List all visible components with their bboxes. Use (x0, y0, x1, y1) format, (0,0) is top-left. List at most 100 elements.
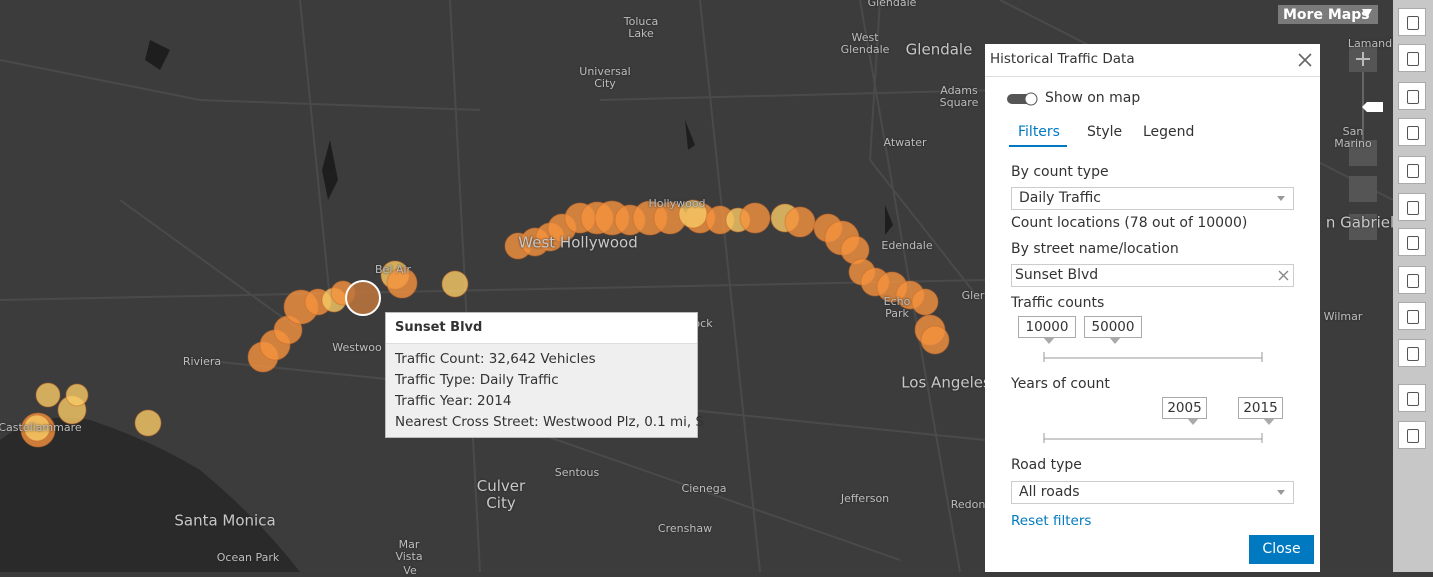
select-value: All roads (1019, 484, 1080, 500)
plus-icon (1356, 52, 1370, 66)
field-value: Westwood Plz, 0.1 mi, S (543, 414, 705, 430)
traffic-point[interactable] (911, 288, 939, 316)
map-label: Westwoo (332, 341, 382, 354)
count-type-select[interactable]: Daily Traffic (1011, 187, 1294, 210)
traffic-point[interactable] (739, 202, 771, 234)
map-label: Glendale (905, 40, 973, 59)
traffic-point[interactable] (23, 414, 51, 442)
reset-link[interactable]: Reset filters (1011, 513, 1092, 529)
zoom-out[interactable] (1349, 140, 1377, 166)
map-label: Universal City (579, 65, 631, 90)
map-label: Echo Park (883, 295, 911, 320)
map-label: Atwater (883, 136, 927, 149)
map-label: Santa Monica (174, 511, 276, 530)
field-value: 32,642 Vehicles (488, 351, 596, 367)
tool-button[interactable] (1398, 384, 1426, 412)
more-maps-label: More Maps (1283, 7, 1370, 23)
map-label: Cienega (681, 482, 727, 495)
traffic-point[interactable] (386, 267, 418, 299)
zoom-handle[interactable] (1362, 102, 1383, 112)
year-max-value: 2015 (1238, 397, 1283, 425)
popup-field: Traffic Year: 2014 (386, 391, 697, 412)
map-label: Gler (961, 289, 985, 302)
field-value: Daily Traffic (479, 372, 559, 388)
road-type-select[interactable]: All roads (1011, 481, 1294, 504)
map-label: Redon (950, 498, 986, 511)
street-input[interactable]: Sunset Blvd (1011, 264, 1294, 287)
tool-button[interactable] (1398, 82, 1426, 110)
popup-title: Sunset Blvd (386, 313, 697, 344)
map-label: Lamand (1347, 37, 1393, 50)
panel-title: Historical Traffic Data (990, 51, 1135, 67)
traffic-point[interactable] (134, 409, 162, 437)
home[interactable] (1349, 176, 1377, 202)
traffic-point[interactable] (784, 206, 816, 238)
map-label: Toluca Lake (623, 15, 659, 40)
popup-fields: Traffic Count: 32,642 Vehicles Traffic Ty… (386, 349, 704, 433)
selected-point[interactable] (345, 280, 381, 316)
toggle[interactable] (1006, 92, 1040, 106)
more-maps-button[interactable]: More Maps (1278, 5, 1378, 24)
map-label: Adams Square (939, 84, 979, 109)
label: By street name/location (1011, 241, 1179, 257)
toggle-label: Show on map (1045, 90, 1141, 106)
tab[interactable]: Legend (1143, 124, 1195, 140)
map-label: Castellammare (0, 421, 82, 434)
map-label: Sentous (554, 466, 600, 479)
label: By count type (1011, 164, 1109, 180)
panel: Historical Traffic Data Show on map Filt… (985, 44, 1320, 572)
tool-button[interactable] (1398, 302, 1426, 330)
tool-button[interactable] (1398, 8, 1426, 36)
locate[interactable] (1349, 214, 1377, 240)
reservoirs (145, 40, 893, 235)
select-value: Daily Traffic (1019, 190, 1101, 206)
tool-button[interactable] (1398, 421, 1426, 449)
traffic-point[interactable] (441, 270, 469, 298)
tool-button[interactable] (1398, 193, 1426, 221)
map-label: ock (693, 317, 713, 330)
map-label: Culver City (476, 477, 526, 512)
tool-button[interactable] (1398, 156, 1426, 184)
map-label: Crenshaw (657, 522, 713, 535)
field-label: Traffic Type: (395, 372, 476, 388)
map-label: Los Angeles (901, 373, 991, 392)
tab-underline (1009, 145, 1067, 147)
label: Years of count (1011, 376, 1110, 392)
year-min-value: 2005 (1162, 397, 1207, 425)
map-label: Edendale (881, 239, 933, 252)
more-maps-bg (1278, 5, 1378, 24)
popup: Sunset Blvd Traffic Count: 32,642 Vehicl… (385, 312, 704, 438)
more-maps-arrow (1362, 9, 1372, 18)
traffic-point[interactable] (65, 383, 89, 407)
field-label: Nearest Cross Street: (395, 414, 539, 430)
traffic-slider[interactable] (1040, 350, 1265, 362)
label: Road type (1011, 457, 1082, 473)
map-label: Ve (403, 564, 417, 577)
count-locations: Count locations (78 out of 10000) (1011, 215, 1248, 231)
map-label: Riviera (182, 355, 222, 368)
tool-button[interactable] (1398, 228, 1426, 256)
tool-button[interactable] (1398, 44, 1426, 72)
slider-min-value: 10000 (1018, 316, 1076, 344)
panel-close-x[interactable] (1298, 53, 1312, 67)
map-label: Wilmar (1323, 310, 1363, 323)
map-label: Jefferson (840, 492, 890, 505)
divider (985, 76, 1320, 77)
close-button[interactable]: Close (1249, 535, 1314, 564)
traffic-point[interactable] (35, 382, 61, 408)
popup-field: Nearest Cross Street: Westwood Plz, 0.1 … (386, 412, 704, 433)
year-slider[interactable] (1040, 431, 1265, 443)
field-value: 2014 (477, 393, 512, 409)
traffic-point[interactable] (920, 325, 950, 355)
tool-button[interactable] (1398, 266, 1426, 294)
map-label: Mar Vista (395, 538, 423, 563)
tool-button[interactable] (1398, 118, 1426, 146)
popup-field: Traffic Type: Daily Traffic (386, 370, 697, 391)
map-label: Bel Air (375, 263, 411, 276)
slider-max-value: 50000 (1084, 316, 1142, 344)
tab[interactable]: Style (1087, 124, 1123, 140)
tab[interactable]: Filters (1018, 124, 1060, 140)
toolbar (1393, 0, 1433, 572)
tool-button[interactable] (1398, 339, 1426, 367)
